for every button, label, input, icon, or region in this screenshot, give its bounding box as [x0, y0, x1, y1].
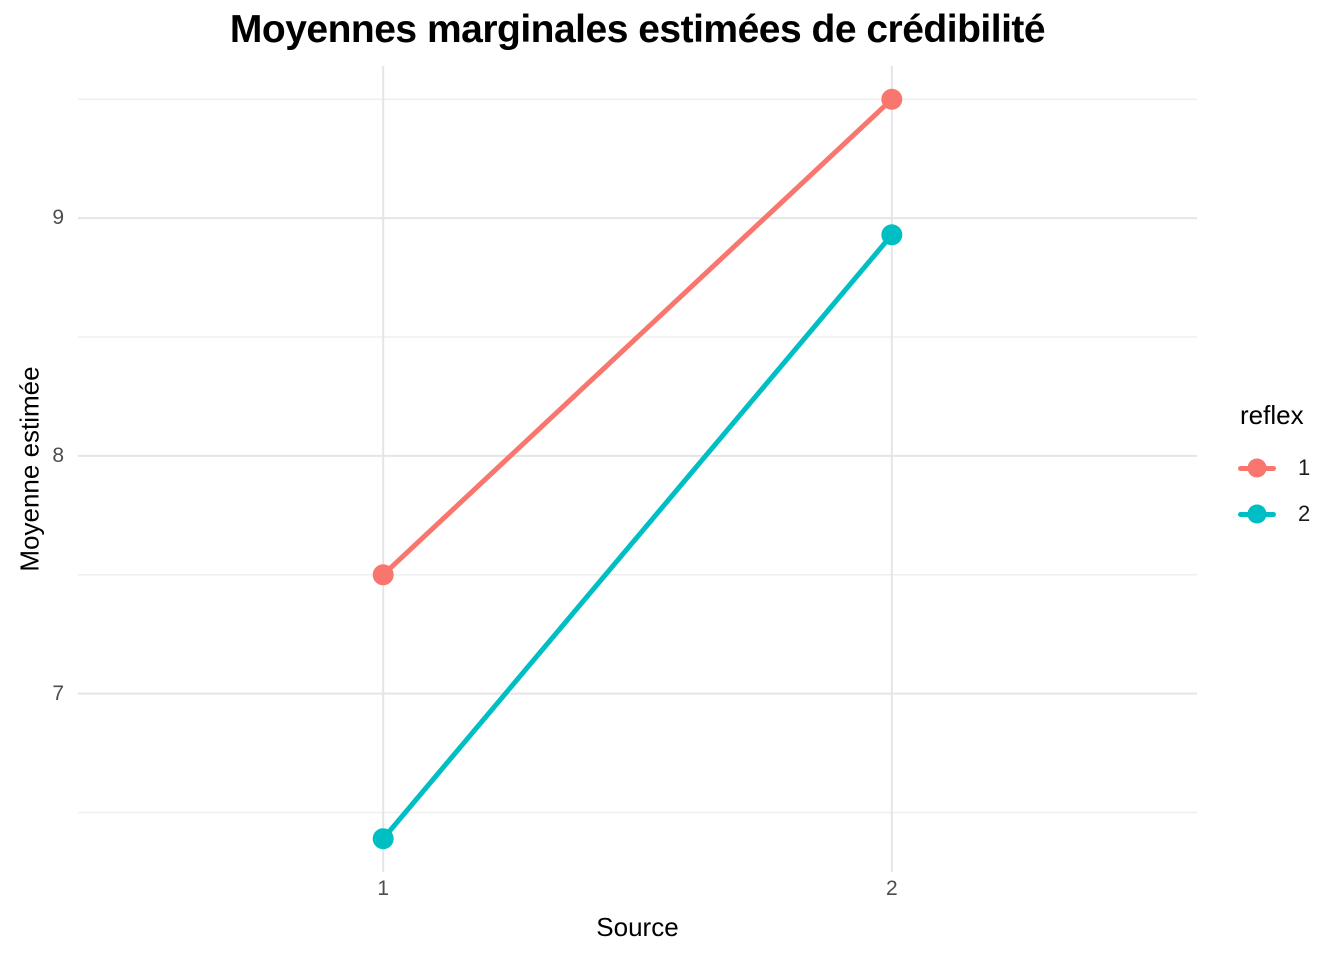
y-tick-label: 7 — [52, 681, 64, 705]
legend-key-icon — [1238, 457, 1276, 479]
legend-item-1: 1 — [1238, 445, 1310, 491]
legend-key-icon — [1238, 503, 1276, 525]
plot-area-svg — [78, 66, 1197, 872]
series-line-1 — [380, 96, 895, 578]
x-tick-label: 2 — [885, 877, 898, 900]
legend-item-label: 2 — [1298, 501, 1311, 526]
legend-item-2: 2 — [1238, 491, 1310, 537]
y-axis-title: Moyenne estimée — [14, 366, 45, 572]
legend-dot-swatch — [1247, 458, 1267, 478]
legend-title: reflex — [1240, 400, 1304, 430]
data-point-1-1 — [372, 564, 394, 586]
chart-title: Moyennes marginales estimées de crédibil… — [229, 8, 1046, 51]
data-point-2-2 — [881, 224, 903, 246]
data-point-2-1 — [372, 828, 394, 850]
x-axis-title: Source — [596, 912, 679, 942]
legend-item-label: 1 — [1298, 455, 1311, 480]
x-tick-label: 1 — [377, 877, 390, 900]
data-point-1-2 — [881, 88, 903, 110]
series-line-2 — [380, 232, 895, 842]
y-tick-label: 8 — [52, 443, 64, 467]
y-tick-label: 9 — [52, 206, 64, 230]
legend-dot-swatch — [1247, 504, 1267, 524]
